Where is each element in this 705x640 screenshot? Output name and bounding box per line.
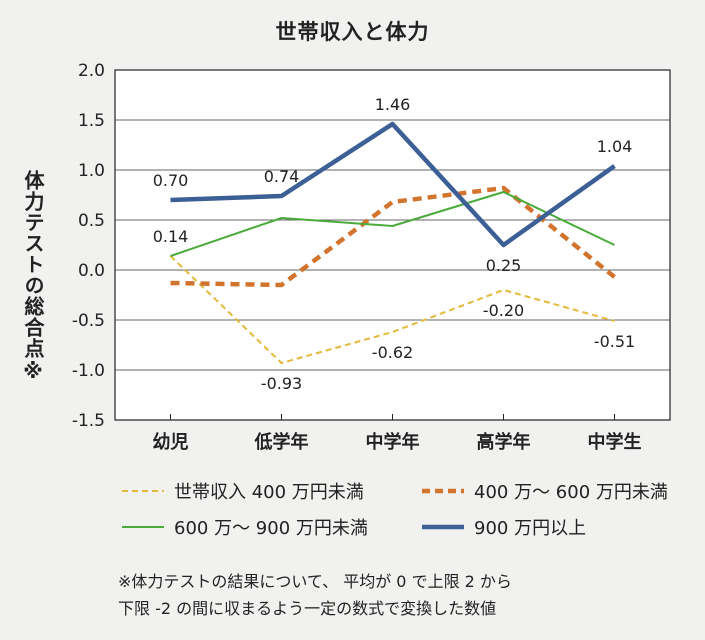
data-label: 0.25	[486, 256, 522, 275]
legend-swatch-dashed-yellow	[122, 490, 164, 492]
y-tick-label: 0.5	[78, 211, 105, 231]
y-tick-label: 2.0	[78, 61, 105, 81]
legend-label: 600 万～ 900 万円未満	[174, 518, 368, 539]
line-chart: 2.0 1.5 1.0 0.5 0.0 -0.5 -1.0 -1.5 幼児 低学年 中学年 高学年 中学…	[72, 61, 671, 453]
data-label: -0.62	[372, 343, 413, 362]
chart-title: 世帯収入と体力	[275, 20, 430, 44]
legend-item-series-3: 600 万～ 900 万円未満	[120, 514, 368, 540]
x-tick-label: 低学年	[254, 431, 309, 453]
y-axis-label: 体力テストの総合点※	[21, 170, 45, 384]
x-tick-label: 高学年	[477, 431, 531, 453]
data-label: -0.20	[483, 301, 524, 320]
y-tick-label: -1.5	[72, 411, 105, 431]
footnote-line-2: 下限 -2 の間に収まるよう一定の数式で変換した数値	[118, 599, 497, 618]
data-label: 1.46	[375, 95, 411, 114]
legend-label: 世帯収入 400 万円未満	[174, 482, 364, 503]
y-tick-label: 0.0	[78, 261, 105, 281]
legend-item-series-1: 世帯収入 400 万円未満	[120, 478, 364, 504]
x-tick-label: 幼児	[153, 431, 189, 453]
data-label: 1.04	[597, 137, 633, 156]
legend-item-series-4: 900 万円以上	[420, 514, 586, 540]
legend-label: 900 万円以上	[474, 518, 587, 539]
data-label: 0.74	[264, 167, 300, 186]
y-tick-label: -1.0	[72, 361, 105, 381]
x-tick-label: 中学年	[366, 431, 420, 453]
legend-swatch-dashed-orange	[422, 488, 464, 494]
data-label: -0.93	[261, 374, 302, 393]
footnote: ※体力テストの結果について、 平均が 0 で上限 2 から 下限 -2 の間に収…	[118, 568, 512, 622]
series-line-1	[169, 255, 615, 364]
y-tick-label: 1.5	[78, 111, 105, 131]
footnote-line-1: ※体力テストの結果について、 平均が 0 で上限 2 から	[118, 572, 512, 591]
legend-label: 400 万～ 600 万円未満	[474, 482, 668, 503]
y-tick-label: 1.0	[78, 161, 105, 181]
data-label: 0.14	[153, 227, 189, 246]
data-label: -0.51	[594, 332, 635, 351]
legend-swatch-solid-blue	[422, 524, 464, 530]
legend-swatch-solid-green	[122, 526, 164, 528]
x-tick-label: 中学生	[588, 431, 642, 453]
data-label: 0.70	[153, 171, 189, 190]
y-tick-label: -0.5	[72, 311, 105, 331]
legend-item-series-2: 400 万～ 600 万円未満	[420, 478, 668, 504]
